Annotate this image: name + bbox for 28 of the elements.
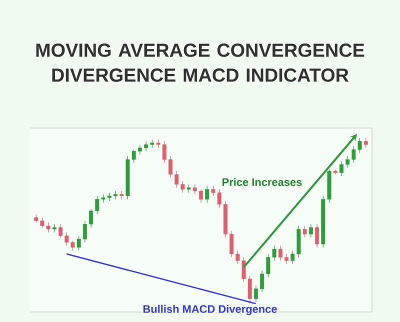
candlestick bbox=[180, 180, 185, 193]
candlestick bbox=[192, 184, 197, 195]
candlestick bbox=[308, 224, 313, 238]
annotation: Price Increases bbox=[222, 178, 302, 186]
text: Bullish MACD Divergence bbox=[143, 304, 277, 316]
candlestick bbox=[144, 140, 148, 152]
candlestick bbox=[89, 208, 94, 228]
candlestick bbox=[278, 245, 282, 261]
candlestick bbox=[205, 186, 210, 203]
candlestick bbox=[76, 235, 81, 251]
candlestick bbox=[114, 190, 118, 200]
chart-title: MOVING AVERAGE CONVERGENCE DIVERGENCE MACD INDICATOR bbox=[36, 44, 364, 82]
candlestick bbox=[58, 224, 63, 238]
candlestick bbox=[52, 224, 56, 233]
candlestick bbox=[199, 189, 203, 203]
candlestick bbox=[339, 160, 344, 176]
candlestick bbox=[230, 230, 234, 258]
candlestick bbox=[315, 224, 320, 248]
candlestick bbox=[254, 285, 258, 302]
candlestick bbox=[260, 270, 264, 292]
candlestick bbox=[284, 254, 288, 264]
candlestick bbox=[302, 226, 307, 238]
candlestick bbox=[168, 156, 172, 178]
candlestick bbox=[174, 170, 179, 188]
candlestick bbox=[346, 156, 350, 168]
candlestick bbox=[82, 220, 87, 243]
candlestick bbox=[138, 144, 142, 155]
candlestick bbox=[364, 138, 368, 148]
